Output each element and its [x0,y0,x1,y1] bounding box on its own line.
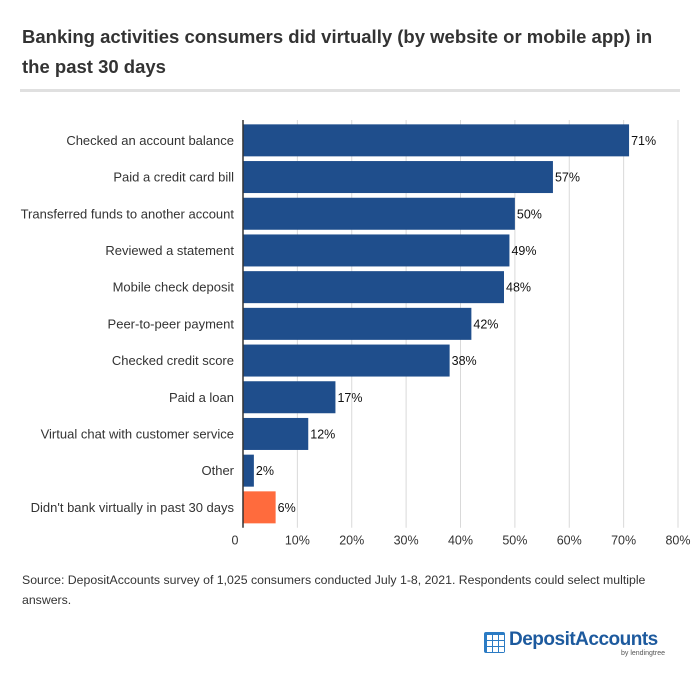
category-label: Transferred funds to another account [21,206,235,221]
bar [243,271,504,304]
data-label: 71% [631,134,656,148]
x-tick-label: 70% [611,534,636,548]
source-note: Source: DepositAccounts survey of 1,025 … [22,573,646,607]
x-tick-label: 60% [557,534,582,548]
category-label: Virtual chat with customer service [41,426,234,441]
x-tick-label: 0 [232,534,239,548]
data-label: 57% [555,171,580,185]
x-tick-label: 10% [285,534,310,548]
category-label: Checked an account balance [66,133,234,148]
data-label: 17% [337,391,362,405]
bar [243,491,276,524]
category-label: Other [201,463,234,478]
x-tick-label: 30% [394,534,419,548]
x-tick-label: 50% [502,534,527,548]
category-label: Didn't bank virtually in past 30 days [31,500,235,515]
category-label: Paid a loan [169,390,234,405]
category-label: Reviewed a statement [105,243,234,258]
bar [243,381,336,414]
title-divider [20,89,680,92]
x-tick-label: 40% [448,534,473,548]
x-tick-label: 20% [339,534,364,548]
x-tick-label: 80% [665,534,690,548]
logo-subtext: by lendingtree [621,650,665,657]
category-label: Peer-to-peer payment [108,316,235,331]
bar [243,124,630,157]
chart-title: Banking activities consumers did virtual… [22,26,653,77]
bar [243,454,254,487]
data-label: 48% [506,281,531,295]
logo-grid-icon [484,632,505,653]
data-label: 6% [278,501,296,515]
bar [243,417,309,450]
logo-wordmark: DepositAccounts [509,629,658,650]
bar [243,197,515,230]
bar [243,307,472,340]
data-label: 49% [511,244,536,258]
data-label: 2% [256,464,274,478]
category-label: Mobile check deposit [113,280,235,295]
data-label: 50% [517,207,542,221]
category-label: Paid a credit card bill [113,170,234,185]
depositaccounts-logo: DepositAccounts by lendingtree [484,628,684,658]
bar-chart: Checked an account balance 71% Paid a cred… [21,120,691,548]
bar [243,161,553,194]
category-label: Checked credit score [112,353,234,368]
data-label: 42% [473,317,498,331]
bar [243,344,450,377]
data-label: 12% [310,427,335,441]
data-label: 38% [452,354,477,368]
bar [243,234,510,267]
